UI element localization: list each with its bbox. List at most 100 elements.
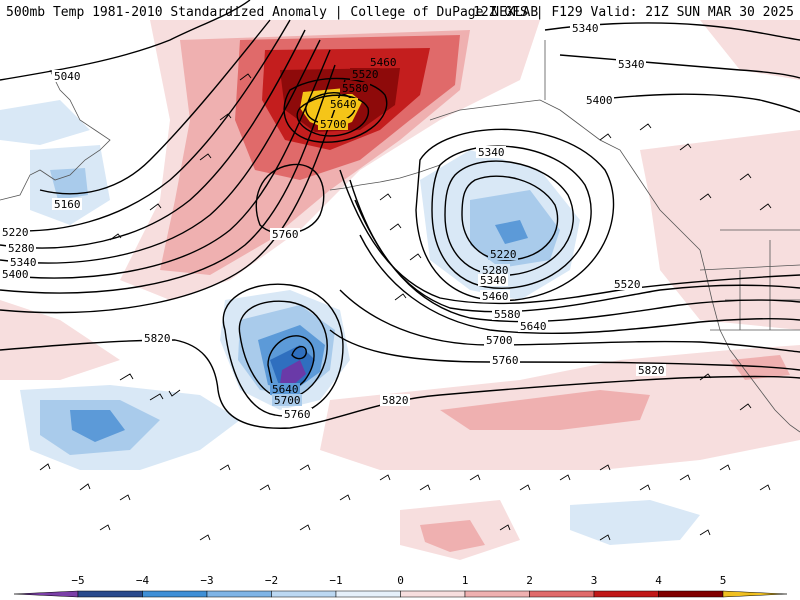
label-5700: 5700	[486, 334, 513, 347]
shade-neg1	[0, 100, 90, 145]
contour-5280c	[444, 160, 574, 276]
contour-5400	[0, 49, 331, 279]
colorbar-segment	[13, 590, 79, 598]
contour-5700r	[296, 94, 369, 137]
label-5220-low: 5220	[490, 248, 517, 261]
shade-neg3	[70, 410, 125, 442]
label-5460-ridge: 5460	[370, 56, 397, 69]
colorbar-segment	[206, 590, 272, 598]
label-5340-east: 5340	[618, 58, 645, 71]
colorbar-segment	[464, 590, 530, 598]
colorbar-segment	[400, 590, 466, 598]
map-title: 500mb Temp 1981-2010 Standardized Anomal…	[6, 5, 539, 20]
colorbar-tick-label: −1	[329, 574, 342, 587]
contour-5700s	[238, 300, 328, 399]
contour-5700	[339, 289, 800, 353]
label-5760-ridge: 5760	[272, 228, 299, 241]
label-5520-ridge: 5520	[352, 68, 379, 81]
label-5520: 5520	[614, 278, 641, 291]
colorbar-segment	[271, 590, 337, 598]
label-5760-cutoff: 5760	[284, 408, 311, 421]
colorbar-tick-label: 0	[397, 574, 404, 587]
colorbar-segment	[722, 590, 788, 598]
contour-5640	[359, 234, 800, 334]
label-5220: 5220	[2, 226, 29, 239]
contour-labels: 5040 5160 5220 5280 5340 5400 5460 5520 …	[0, 22, 666, 421]
colorbar-segment	[529, 590, 595, 598]
contour-5760s	[222, 283, 344, 417]
label-5040: 5040	[54, 70, 81, 83]
colorbar-tick-label: 5	[720, 574, 727, 587]
shade-neg1	[570, 500, 700, 545]
contour-5340	[0, 39, 321, 264]
contour-5340e	[559, 54, 800, 79]
colorbar-segment	[335, 590, 401, 598]
colorbar-tick-label: 2	[526, 574, 533, 587]
na-westcoast	[699, 249, 800, 433]
label-5640: 5640	[520, 320, 547, 333]
colorbar-tick-label: −2	[265, 574, 278, 587]
shade-pos1	[0, 300, 120, 380]
label-5580-ridge: 5580	[342, 82, 369, 95]
wind-barbs	[39, 73, 772, 541]
contour-5460w	[0, 64, 336, 294]
contour-5580r	[283, 77, 388, 143]
contour-small-s	[291, 345, 307, 360]
colorbar-segment	[658, 590, 724, 598]
colorbar: −5 −4 −3 −2 −1 0 1 2 3 4 5	[0, 572, 800, 600]
label-5640-ridge: 5640	[330, 98, 357, 111]
shade-neg2	[50, 168, 88, 200]
label-5820-mid: 5820	[382, 394, 409, 407]
colorbar-segment	[142, 590, 208, 598]
label-5640-cutoff: 5640	[272, 383, 299, 396]
model-run-info: 12Z GFS | F129 Valid: 21Z SUN MAR 30 202…	[473, 5, 794, 20]
contour-5160	[39, 19, 271, 195]
colorbar-tick-label: −3	[200, 574, 213, 587]
label-5400-east: 5400	[586, 94, 613, 107]
asia-coast	[0, 69, 111, 201]
label-5160: 5160	[54, 198, 81, 211]
label-5340: 5340	[10, 256, 37, 269]
colorbar-segment	[593, 590, 659, 598]
contour-5520w	[0, 79, 346, 314]
label-5760: 5760	[492, 354, 519, 367]
shade-neg5	[280, 360, 306, 386]
colorbar-tick-label: 4	[655, 574, 662, 587]
label-5820-east: 5820	[638, 364, 665, 377]
shade-neg3	[495, 220, 528, 244]
colorbar-tick-label: −4	[136, 574, 150, 587]
label-5280: 5280	[8, 242, 35, 255]
colorbar-segment	[77, 590, 143, 598]
label-5340-low: 5340	[478, 146, 505, 159]
shade-pos2	[440, 390, 650, 430]
colorbar-tick-label: 3	[591, 574, 598, 587]
contour-5760	[329, 329, 800, 371]
height-contours	[0, 0, 800, 429]
contour-5340c	[431, 145, 592, 289]
colorbar-tick-label: −5	[71, 574, 84, 587]
colorbar-tick-label: 1	[462, 574, 469, 587]
contour-5280	[0, 29, 306, 249]
label-5700-ridge: 5700	[320, 118, 347, 131]
label-5820-west: 5820	[144, 332, 171, 345]
shade-pos2	[420, 520, 485, 552]
contour-5400e	[589, 93, 800, 113]
label-5340-north: 5340	[572, 22, 599, 35]
label-5400: 5400	[2, 268, 29, 281]
label-5580: 5580	[494, 308, 521, 321]
label-5280-low: 5280	[482, 264, 509, 277]
contour-5400c	[415, 128, 615, 302]
label-5460: 5460	[482, 290, 509, 303]
label-5340-low2: 5340	[480, 274, 507, 287]
contour-5220	[0, 19, 291, 232]
us-border	[699, 264, 800, 271]
aleutians	[329, 164, 441, 191]
shade-pos2	[730, 355, 790, 380]
contour-5040	[0, 0, 251, 81]
label-5700-cutoff: 5700	[274, 394, 301, 407]
contour-5580	[354, 199, 800, 323]
colorbar-svg: −5 −4 −3 −2 −1 0 1 2 3 4 5	[13, 574, 788, 598]
alaska-coast	[429, 99, 701, 251]
contour-5460	[339, 169, 800, 305]
